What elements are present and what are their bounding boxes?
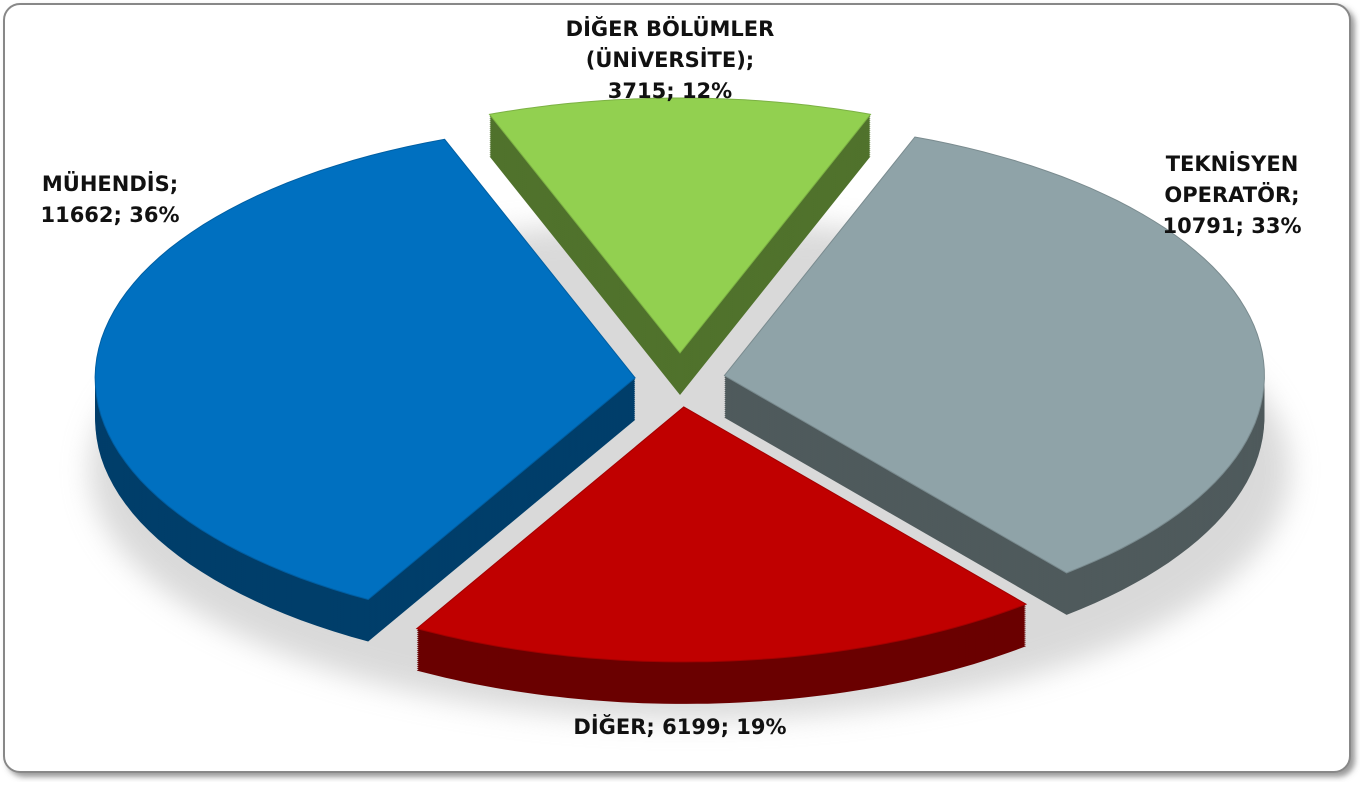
data-label: 3715; 12% <box>608 79 732 103</box>
data-label: (ÜNİVERSİTE); <box>586 47 754 72</box>
slice-top <box>415 406 1028 663</box>
data-label: DİĞER BÖLÜMLER <box>566 16 775 41</box>
data-label: 10791; 33% <box>1162 214 1301 238</box>
slice-top <box>723 136 1265 574</box>
data-label: OPERATÖR; <box>1164 182 1299 207</box>
slice <box>415 406 1028 704</box>
data-labels: MÜHENDİS; 11662; 36% DİĞER BÖLÜMLER (ÜNİVER… <box>40 16 1301 739</box>
slice-top <box>94 138 636 601</box>
data-label: 11662; 36% <box>40 203 179 227</box>
slice <box>94 138 636 642</box>
slice <box>723 136 1265 615</box>
data-label: TEKNİSYEN <box>1166 151 1299 176</box>
slice <box>488 97 872 395</box>
pie <box>94 97 1265 704</box>
slice-top <box>488 97 872 354</box>
data-label: DİĞER; 6199; 19% <box>573 714 786 739</box>
data-label: MÜHENDİS; <box>42 171 178 196</box>
